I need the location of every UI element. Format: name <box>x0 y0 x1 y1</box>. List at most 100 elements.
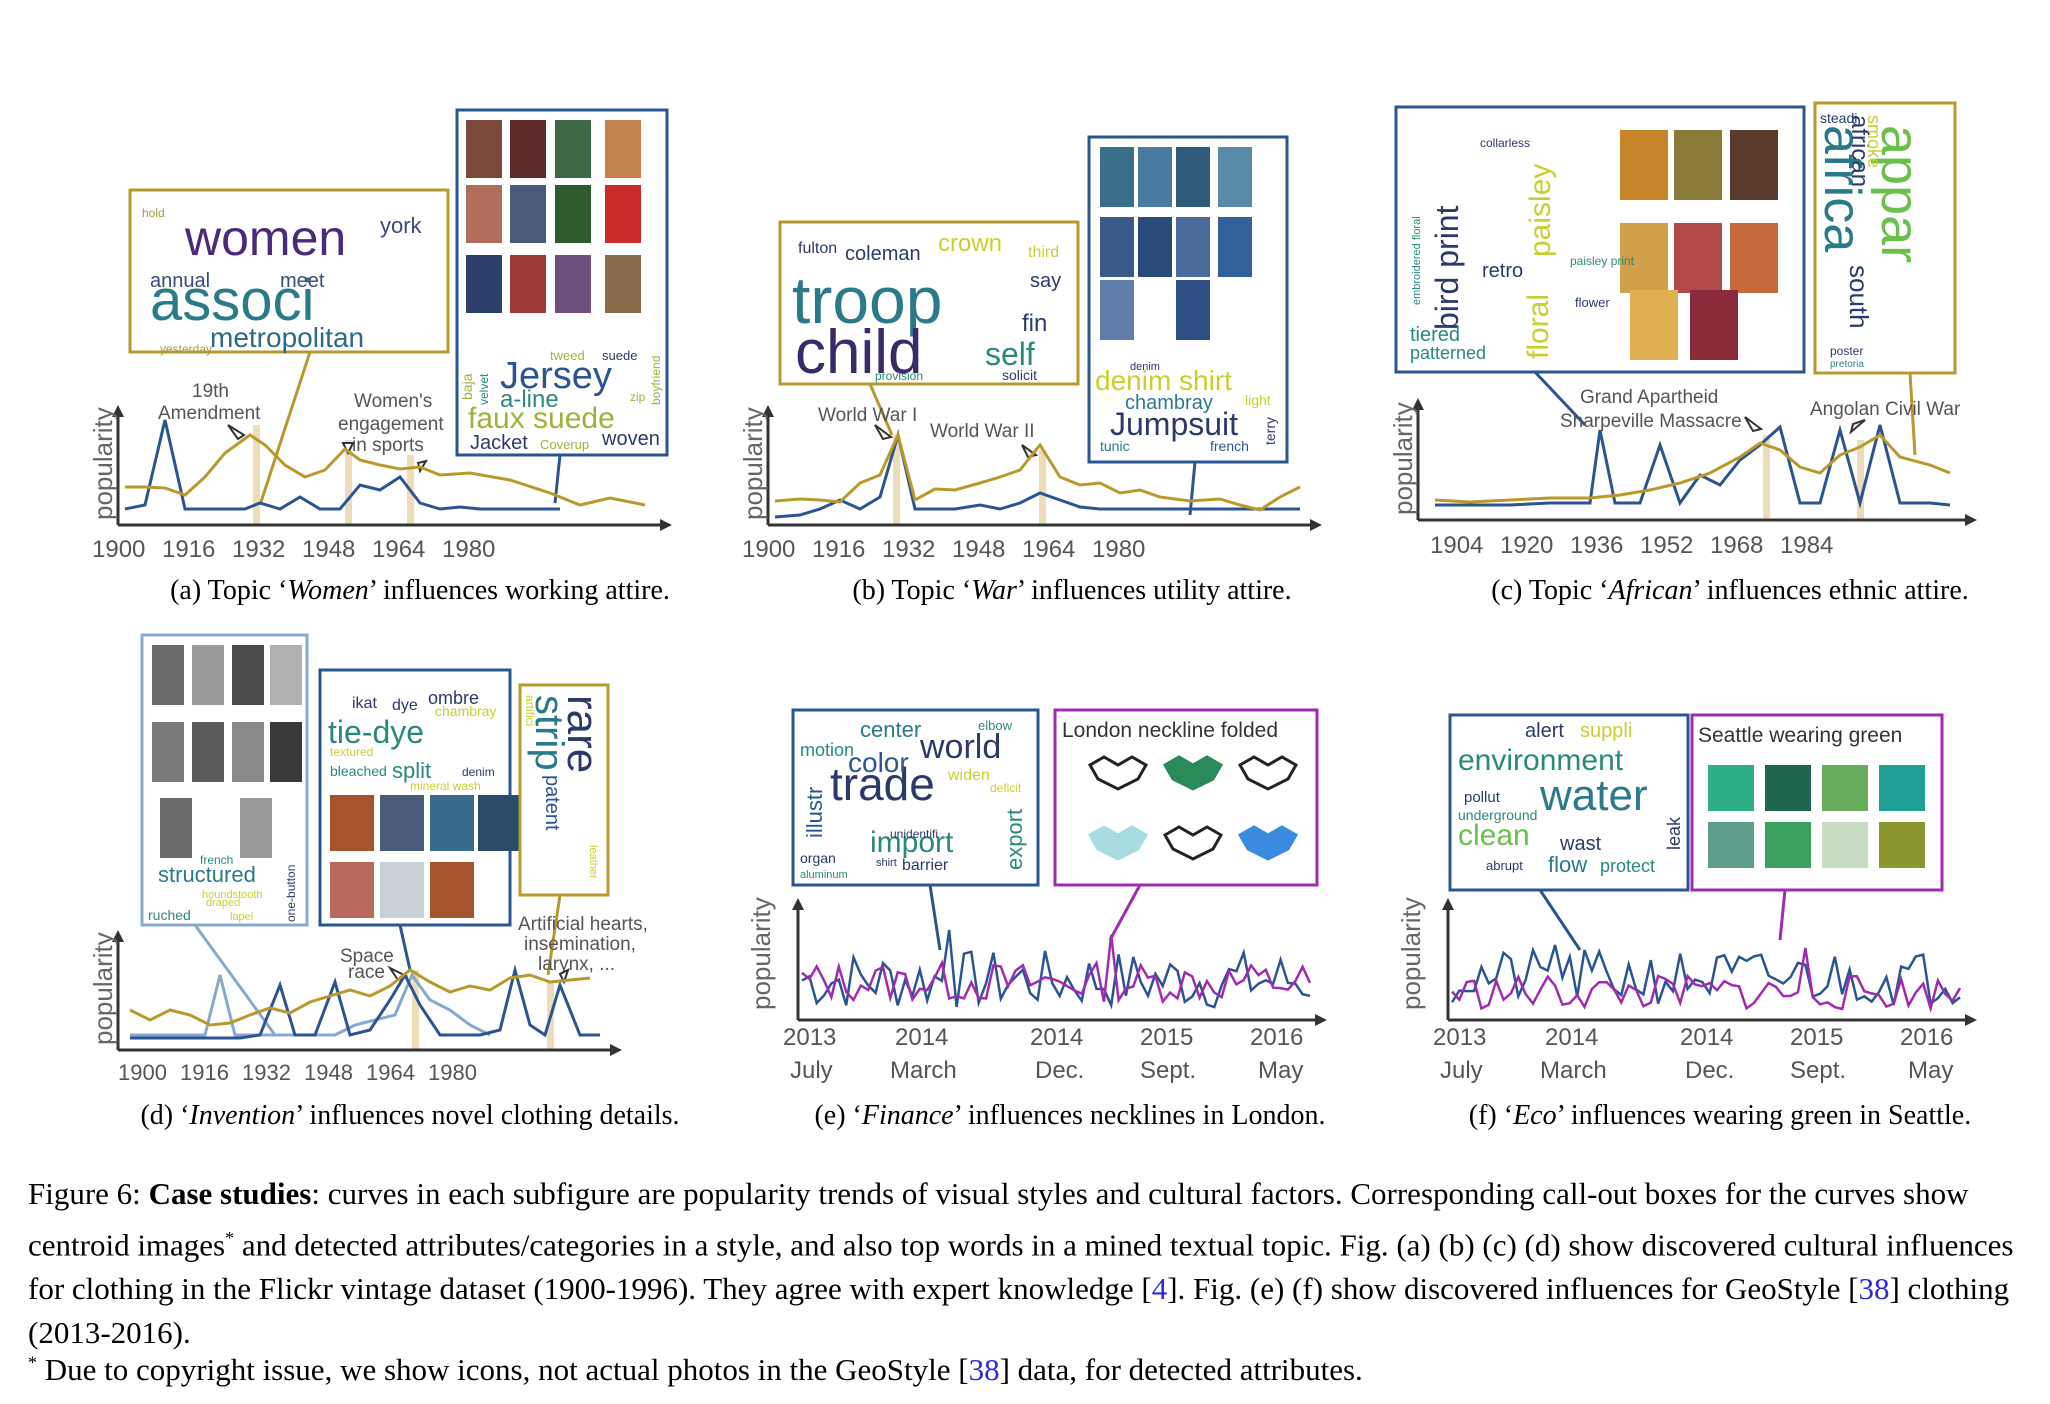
style-word: boyfriend <box>649 356 663 405</box>
topic-word: flow <box>1548 852 1587 877</box>
centroid-image <box>1620 223 1668 293</box>
figure-caption: Figure 6: Case studies: curves in each s… <box>28 1176 2014 1351</box>
x-tick: May <box>1258 1057 1303 1084</box>
style-word: tiered <box>1410 324 1460 346</box>
topic-word: african <box>1846 115 1873 187</box>
style-word: suede <box>602 348 637 363</box>
subfigure-b-graphic: troop child self crown coleman fulton sa… <box>738 135 1322 563</box>
topic-word: elbow <box>978 718 1013 733</box>
x-tick: 1932 <box>232 536 285 563</box>
style-word: denim shirt <box>1095 365 1232 396</box>
x-tick: 1932 <box>882 536 935 563</box>
topic-word: artifici <box>523 695 537 726</box>
x-tick: 1980 <box>428 1060 477 1085</box>
centroid-image <box>466 120 502 178</box>
centroid-image <box>478 795 522 851</box>
annotation: race <box>348 962 385 983</box>
style-word: flower <box>1575 295 1610 310</box>
style-word: bleached <box>330 763 387 779</box>
x-tick: 1980 <box>442 536 495 563</box>
style-word: patterned <box>1410 343 1486 363</box>
style-word: Jumpsuit <box>1110 406 1238 442</box>
centroid-image <box>1138 147 1172 207</box>
annotation: Sharpeville Massacre <box>1560 411 1742 432</box>
topic-word: import <box>870 826 954 859</box>
style-word: baja <box>459 373 475 400</box>
y-axis-label: popularity <box>1388 402 1418 515</box>
topic-trend-line <box>801 934 1312 1005</box>
style-word: french <box>1210 438 1249 454</box>
caption-b: (b) Topic ‘War’ influences utility attir… <box>852 575 1292 606</box>
y-axis-label: popularity <box>1396 897 1426 1010</box>
style-word: tunic <box>1100 438 1130 454</box>
x-tick: 2013 <box>1433 1024 1486 1051</box>
x-tick: March <box>890 1057 957 1084</box>
topic-word: illustr <box>802 787 827 838</box>
style-word: retro <box>1482 260 1523 282</box>
topic-word: widen <box>947 767 990 784</box>
topic-word: organ <box>800 850 836 866</box>
topic-word: say <box>1030 270 1061 292</box>
subfigure-b: troop child self crown coleman fulton sa… <box>738 105 1400 625</box>
centroid-image <box>1100 217 1134 277</box>
topic-word: alert <box>1525 720 1564 742</box>
style-word: terry <box>1262 417 1278 445</box>
x-tick: 1916 <box>812 536 865 563</box>
color-swatch <box>1765 765 1811 811</box>
footnote: * Due to copyright issue, we show icons,… <box>28 1352 1363 1387</box>
x-tick: Dec. <box>1685 1057 1734 1084</box>
style-word: split <box>392 758 431 783</box>
x-tick: 2013 <box>783 1024 836 1051</box>
citation-link[interactable]: 38 <box>968 1352 1000 1387</box>
topic-word: protect <box>1600 856 1655 876</box>
style-word: draped <box>206 897 240 909</box>
topic-word: color <box>848 747 909 778</box>
centroid-image <box>510 120 546 178</box>
centroid-image <box>1674 130 1722 200</box>
x-tick: 1980 <box>1092 536 1145 563</box>
centroid-image <box>1218 217 1252 277</box>
centroid-image <box>1674 223 1722 293</box>
x-tick: 1952 <box>1640 532 1693 559</box>
x-tick: 1964 <box>366 1060 415 1085</box>
centroid-image <box>1730 223 1778 293</box>
x-ticks: 1904 1920 1936 1952 1968 1984 <box>1430 532 1833 559</box>
topic-word: rare <box>558 695 607 773</box>
style-word: floral <box>1522 294 1555 359</box>
topic-word: solicit <box>1002 367 1037 383</box>
centroid-image <box>1630 290 1678 360</box>
style-trend-line <box>774 429 1300 519</box>
annotation: Angolan Civil War <box>1810 399 1961 420</box>
centroid-image <box>270 722 302 782</box>
centroid-images <box>466 120 641 313</box>
topic-word: pretoria <box>1830 359 1864 370</box>
topic-word: africa <box>1813 125 1871 252</box>
x-tick: July <box>790 1057 833 1084</box>
style-word: Jacket <box>470 432 528 454</box>
style-word: dye <box>392 697 418 714</box>
neckline-icon <box>1162 825 1224 861</box>
topic-word: metropolitan <box>210 322 364 353</box>
style-word: Coverup <box>540 437 589 452</box>
centroid-image <box>1730 130 1778 200</box>
subfigure-f: environment water clean alert suppli flo… <box>1390 630 2050 1150</box>
x-tick: 1964 <box>372 536 425 563</box>
citation-link[interactable]: 38 <box>1858 1271 1890 1307</box>
centroid-images <box>330 795 522 918</box>
centroid-images <box>152 645 302 858</box>
citation-link[interactable]: 4 <box>1151 1271 1168 1307</box>
x-tick: 2014 <box>1030 1024 1083 1051</box>
style-word: paisley print <box>1570 254 1635 268</box>
box-title: Seattle wearing green <box>1698 724 1902 747</box>
green-swatches <box>1708 765 1925 868</box>
color-swatch <box>1879 822 1925 868</box>
style-word: ruched <box>148 907 191 923</box>
style-word: denim <box>1130 361 1160 373</box>
centroid-image <box>152 645 184 705</box>
caption-f: (f) ‘Eco’ influences wearing green in Se… <box>1468 1100 1972 1131</box>
x-tick: 1984 <box>1780 532 1833 559</box>
centroid-image <box>555 120 591 178</box>
x-tick: 1916 <box>162 536 215 563</box>
topic-word: provision <box>875 369 923 383</box>
x-ticks: 1900 1916 1932 1948 1964 1980 <box>118 1060 477 1085</box>
